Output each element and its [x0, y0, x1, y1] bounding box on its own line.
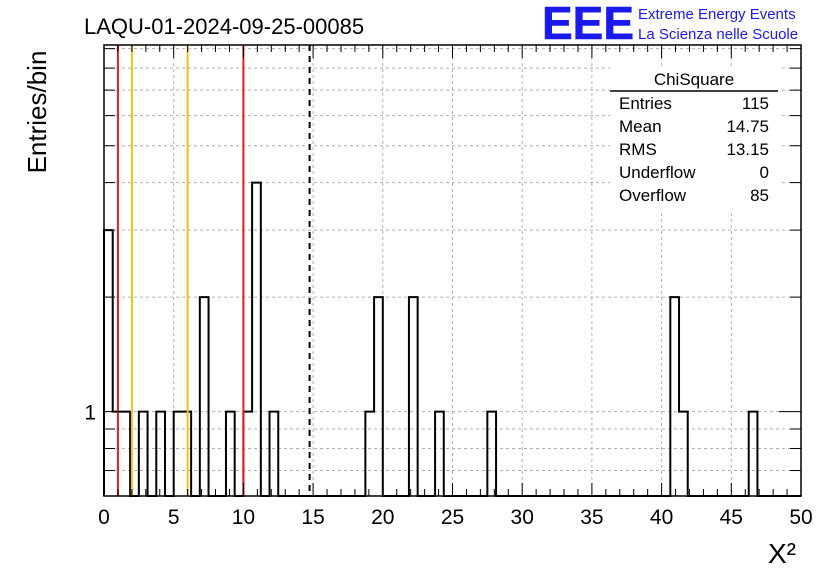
- y-tick-labels: 1: [84, 402, 96, 425]
- x-tick-label: 0: [98, 506, 110, 529]
- x-tick-label: 25: [441, 506, 464, 529]
- stats-row-value: 0: [760, 163, 769, 182]
- x-tick-label: 30: [511, 506, 534, 529]
- x-tick-label: 45: [720, 506, 743, 529]
- x-axis-label: X²: [768, 538, 796, 569]
- x-tick-label: 20: [371, 506, 394, 529]
- x-tick-label: 50: [789, 506, 812, 529]
- x-tick-label: 15: [301, 506, 324, 529]
- reference-lines: [116, 45, 311, 496]
- stats-row-label: Entries: [619, 94, 672, 113]
- stats-row-value: 115: [742, 94, 769, 113]
- logo-mark: EEE: [542, 0, 634, 49]
- stats-row-value: 14.75: [726, 117, 769, 136]
- eee-logo: EEE Extreme Energy Events La Scienza nel…: [542, 0, 798, 49]
- stats-row-label: Underflow: [619, 163, 696, 182]
- x-tick-label: 35: [580, 506, 603, 529]
- stats-box: ChiSquare Entries 115 Mean 14.75 RMS 13.15 Und…: [610, 66, 780, 212]
- grid: [104, 45, 801, 496]
- x-tick-label: 5: [168, 506, 180, 529]
- x-tick-labels: 0 5 10 15 20 25 30 35 40 45 50: [98, 506, 813, 529]
- plot-frame: [103, 44, 802, 497]
- logo-line-2: La Scienza nelle Scuole: [638, 26, 798, 43]
- stats-row-value: 85: [750, 186, 769, 205]
- x-tick-label: 10: [232, 506, 255, 529]
- stats-rows: Entries 115 Mean 14.75 RMS 13.15 Underflow 0 Ove…: [619, 94, 769, 205]
- stats-row-label: Overflow: [619, 186, 687, 205]
- chart-title: LAQU-01-2024-09-25-00085: [84, 14, 364, 39]
- stats-row-label: Mean: [619, 117, 662, 136]
- logo-line-1: Extreme Energy Events: [638, 6, 796, 23]
- stats-row-label: RMS: [619, 140, 657, 159]
- x-tick-label: 40: [650, 506, 673, 529]
- y-axis-label: Entries/bin: [22, 51, 52, 174]
- stats-row-value: 13.15: [726, 140, 769, 159]
- y-tick-label: 1: [84, 402, 96, 425]
- stats-box-title: ChiSquare: [654, 70, 734, 89]
